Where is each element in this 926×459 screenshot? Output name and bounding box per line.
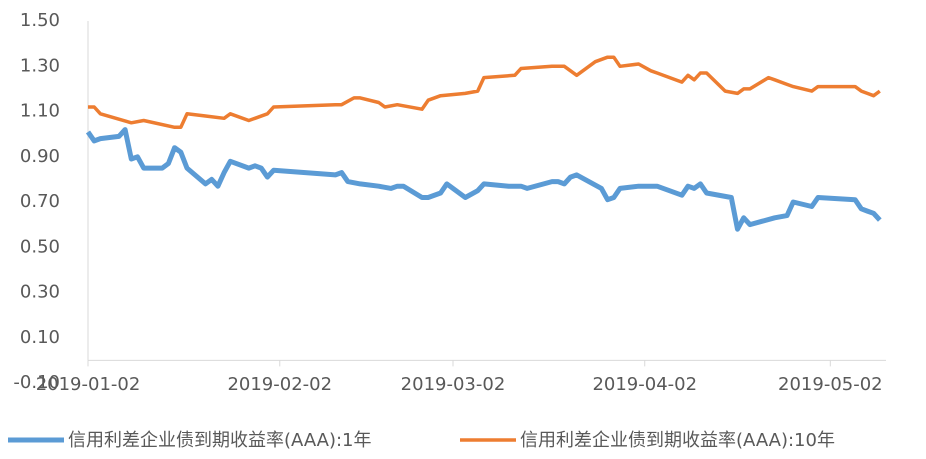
- series-line: [85, 127, 882, 232]
- legend-label: 信用利差企业债到期收益率(AAA):1年: [68, 430, 372, 451]
- y-tick-label: 0.30: [20, 282, 60, 303]
- x-tick-label: 2019-01-02: [36, 374, 141, 395]
- y-tick-label: 0.70: [20, 191, 60, 212]
- x-tick-label: 2019-04-02: [592, 374, 697, 395]
- x-tick-label: 2019-05-02: [778, 374, 883, 395]
- y-tick-label: 1.10: [20, 101, 60, 122]
- y-tick-label: 0.10: [20, 327, 60, 348]
- legend-label: 信用利差企业债到期收益率(AAA):10年: [520, 430, 835, 451]
- y-tick-label: -0.10: [13, 372, 60, 393]
- x-tick-label: 2019-03-02: [401, 374, 506, 395]
- y-tick-label: 0.90: [20, 146, 60, 167]
- y-tick-label: 1.50: [20, 10, 60, 31]
- series-line: [88, 55, 881, 130]
- y-tick-label: 0.50: [20, 236, 60, 257]
- y-tick-label: 1.30: [20, 55, 60, 76]
- x-tick-label: 2019-02-02: [227, 374, 332, 395]
